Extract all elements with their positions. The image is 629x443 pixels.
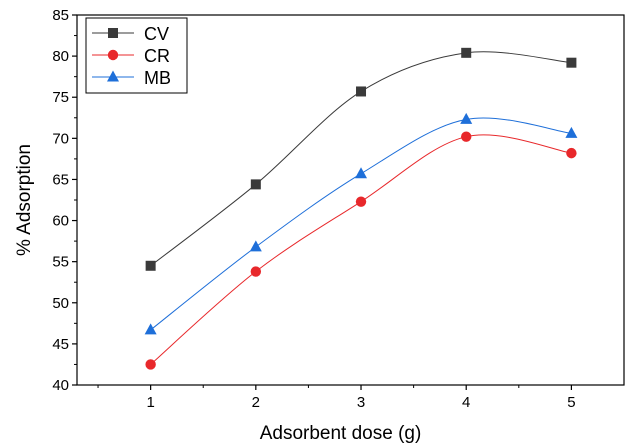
y-axis-title: % Adsorption — [14, 144, 35, 256]
x-tick-label: 2 — [252, 394, 260, 411]
x-tick-label: 1 — [146, 394, 154, 411]
data-point-cr — [566, 147, 577, 159]
x-tick-label: 3 — [357, 394, 365, 411]
data-point-cv — [461, 47, 472, 58]
data-point-cr — [461, 131, 472, 142]
data-point-cr — [250, 266, 262, 277]
data-point-mb — [144, 323, 157, 335]
legend-label-mb: MB — [144, 68, 171, 88]
y-tick-label: 50 — [52, 295, 69, 312]
y-tick-label: 70 — [52, 130, 69, 147]
legend-label-cr: CR — [144, 46, 170, 66]
legend-marker-mb — [107, 70, 119, 82]
y-tick-label: 75 — [52, 89, 69, 106]
data-point-cv — [356, 86, 367, 97]
y-tick-label: 80 — [52, 48, 69, 65]
data-point-cv — [566, 57, 577, 68]
x-axis-title: Adsorbent dose (g) — [260, 423, 422, 443]
x-tick-label: 4 — [462, 394, 470, 411]
y-tick-label: 55 — [52, 254, 69, 271]
data-point-cr — [355, 196, 367, 207]
data-point-mb — [249, 240, 262, 252]
legend-label-cv: CV — [144, 24, 169, 44]
series-line-cv — [150, 51, 572, 267]
x-tick-label: 5 — [567, 394, 575, 411]
data-point-cv — [145, 260, 156, 271]
y-tick-label: 60 — [52, 213, 69, 230]
y-tick-label: 40 — [52, 377, 69, 394]
data-point-cv — [250, 179, 261, 190]
y-tick-label: 65 — [52, 171, 69, 188]
y-tick-label: 85 — [52, 7, 69, 24]
data-point-mb — [460, 112, 473, 124]
y-tick-label: 45 — [52, 336, 69, 353]
data-point-mb — [355, 167, 368, 179]
series-line-mb — [150, 117, 572, 331]
legend-marker-cv — [108, 28, 118, 38]
data-point-cr — [145, 359, 156, 370]
legend-marker-cr — [107, 49, 119, 61]
data-point-mb — [565, 126, 578, 138]
